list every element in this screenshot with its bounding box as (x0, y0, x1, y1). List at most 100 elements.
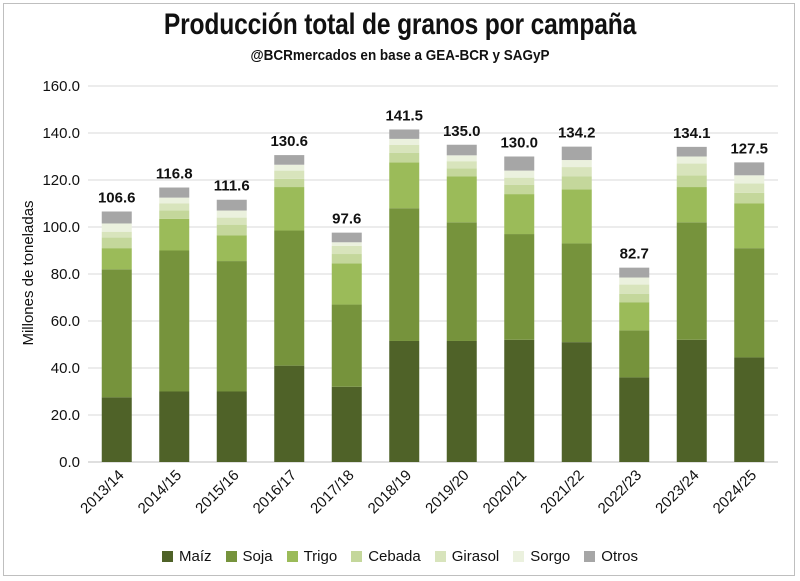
bar-segment-maíz (446, 340, 477, 462)
bar-segment-trigo (734, 203, 765, 249)
bar-segment-girasol (734, 183, 765, 193)
bar-total-label: 111.6 (214, 178, 250, 195)
bar-segment-girasol (561, 167, 592, 177)
bar-segment-maíz (619, 377, 650, 462)
bar-total-label: 82.7 (620, 246, 649, 263)
bar-segment-soja (331, 304, 362, 387)
x-tick-label: 2021/22 (537, 467, 587, 517)
bar-total-label: 130.6 (270, 133, 308, 150)
y-axis-label: Millones de toneladas (20, 200, 37, 345)
bar-segment-otros (331, 232, 362, 243)
bar-segment-sorgo (159, 197, 190, 204)
x-tick-label: 2020/21 (480, 467, 530, 517)
bar-segment-girasol (331, 245, 362, 255)
bar-segment-soja (561, 243, 592, 343)
legend-swatch (584, 551, 596, 562)
legend-swatch (286, 551, 298, 562)
y-tick-label: 40.0 (51, 360, 80, 377)
legend-swatch (351, 551, 363, 562)
bar-segment-girasol (504, 177, 535, 185)
bar-segment-otros (274, 155, 305, 165)
legend-label: Maíz (179, 548, 212, 565)
x-tick-label: 2024/25 (710, 467, 760, 517)
bar-segment-trigo (504, 194, 535, 235)
bar-segment-sorgo (101, 223, 132, 232)
bar-segment-trigo (159, 218, 190, 251)
x-tick-label: 2016/17 (250, 467, 300, 517)
bar-segment-cebada (159, 210, 190, 219)
x-tick-label: 2013/14 (77, 467, 127, 517)
chart-title: Producción total de granos por campaña (163, 8, 637, 41)
bar-segment-trigo (389, 162, 420, 209)
bar-segment-trigo (216, 235, 247, 262)
bar-segment-maíz (159, 391, 190, 462)
bar-total-label: 116.8 (156, 166, 193, 183)
x-tick-label: 2023/24 (652, 467, 702, 517)
bar-segment-girasol (676, 163, 707, 176)
bar-segment-cebada (676, 175, 707, 188)
bar-segment-soja (389, 208, 420, 341)
bar-segment-soja (216, 261, 247, 392)
bar-segment-otros (561, 146, 592, 161)
bar-segment-cebada (619, 293, 650, 303)
legend-item-cebada: Cebada (351, 548, 421, 565)
bar-segment-soja (619, 330, 650, 378)
bar-segment-girasol (619, 284, 650, 294)
bar-total-label: 127.5 (730, 140, 768, 157)
legend-label: Otros (601, 548, 638, 565)
y-tick-label: 160.0 (42, 78, 80, 95)
bar-segment-otros (159, 187, 190, 198)
y-tick-label: 20.0 (51, 407, 80, 424)
legend-label: Trigo (303, 548, 338, 565)
bar-segment-girasol (446, 161, 477, 169)
x-tick-label: 2017/18 (307, 467, 357, 517)
bar-segment-soja (274, 230, 305, 366)
legend-swatch (434, 551, 446, 562)
bar-total-label: 130.0 (500, 135, 538, 152)
bar-segment-trigo (274, 187, 305, 231)
x-tick-label: 2014/15 (135, 467, 185, 517)
bar-segment-maíz (216, 391, 247, 462)
legend-label: Sorgo (530, 548, 571, 565)
chart-legend: Maíz Soja Trigo Cebada Girasol Sorgo Otros (0, 548, 800, 565)
bar-segment-otros (389, 129, 420, 139)
bar-segment-sorgo (331, 242, 362, 246)
bar-segment-girasol (101, 231, 132, 238)
bar-total-label: 134.1 (673, 125, 711, 142)
bar-segment-otros (216, 199, 247, 211)
legend-label: Cebada (368, 548, 421, 565)
bar-segment-otros (101, 211, 132, 224)
x-tick-label: 2018/19 (365, 467, 415, 517)
legend-item-sorgo: Sorgo (513, 548, 570, 565)
y-tick-label: 80.0 (51, 266, 80, 283)
y-tick-label: 100.0 (42, 219, 80, 236)
legend-item-trigo: Trigo (286, 548, 338, 565)
bar-segment-girasol (274, 170, 305, 179)
bar-segment-cebada (331, 254, 362, 264)
bar-segment-girasol (216, 217, 247, 225)
bar-segment-sorgo (446, 155, 477, 162)
bar-segment-otros (619, 267, 650, 278)
bar-total-label: 97.6 (332, 211, 361, 228)
y-tick-label: 60.0 (51, 313, 80, 330)
bar-segment-sorgo (274, 164, 305, 171)
bar-segment-cebada (216, 224, 247, 236)
bar-total-label: 134.2 (558, 125, 596, 142)
bar-segment-cebada (101, 237, 132, 249)
legend-item-soja: Soja (225, 548, 273, 565)
bar-segment-trigo (619, 302, 650, 331)
legend-swatch (162, 551, 174, 562)
bar-segment-trigo (101, 248, 132, 270)
legend-swatch (225, 551, 237, 562)
y-tick-label: 140.0 (42, 125, 80, 142)
legend-item-girasol: Girasol (434, 548, 499, 565)
y-tick-label: 120.0 (42, 172, 80, 189)
bar-segment-sorgo (676, 156, 707, 164)
y-tick-label: 0.0 (59, 454, 80, 471)
x-tick-label: 2019/20 (422, 467, 472, 517)
bar-segment-sorgo (389, 138, 420, 145)
bar-segment-soja (734, 248, 765, 358)
bar-segment-soja (676, 222, 707, 340)
bar-segment-cebada (274, 178, 305, 188)
